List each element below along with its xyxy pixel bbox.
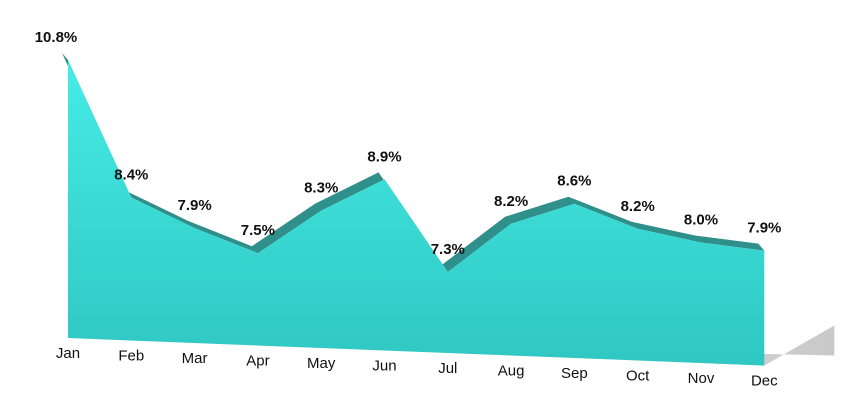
- x-tick-label: May: [307, 355, 336, 372]
- x-tick-label: Mar: [182, 350, 208, 367]
- x-tick-label: Oct: [626, 367, 650, 384]
- x-tick-label: Nov: [688, 370, 715, 387]
- value-label: 8.6%: [557, 173, 591, 190]
- value-label: 8.3%: [304, 180, 338, 197]
- value-label: 8.2%: [494, 193, 528, 210]
- x-tick-label: Jul: [438, 360, 457, 377]
- x-tick-label: Aug: [498, 362, 525, 379]
- x-tick-label: Jun: [372, 357, 396, 374]
- x-tick-label: Feb: [118, 347, 144, 364]
- x-tick-label: Apr: [246, 352, 269, 369]
- value-label: 7.5%: [241, 222, 275, 239]
- value-label: 7.9%: [747, 220, 781, 237]
- x-tick-label: Sep: [561, 365, 588, 382]
- value-label: 8.4%: [114, 167, 148, 184]
- value-label: 8.9%: [367, 148, 401, 165]
- area: [68, 59, 765, 366]
- value-label: 8.2%: [621, 198, 655, 215]
- value-label: 7.9%: [177, 197, 211, 214]
- x-tick-label: Dec: [751, 372, 778, 389]
- value-label: 7.3%: [431, 241, 465, 258]
- value-label: 10.8%: [35, 29, 78, 46]
- value-label: 8.0%: [684, 212, 718, 229]
- x-tick-label: Jan: [56, 345, 80, 362]
